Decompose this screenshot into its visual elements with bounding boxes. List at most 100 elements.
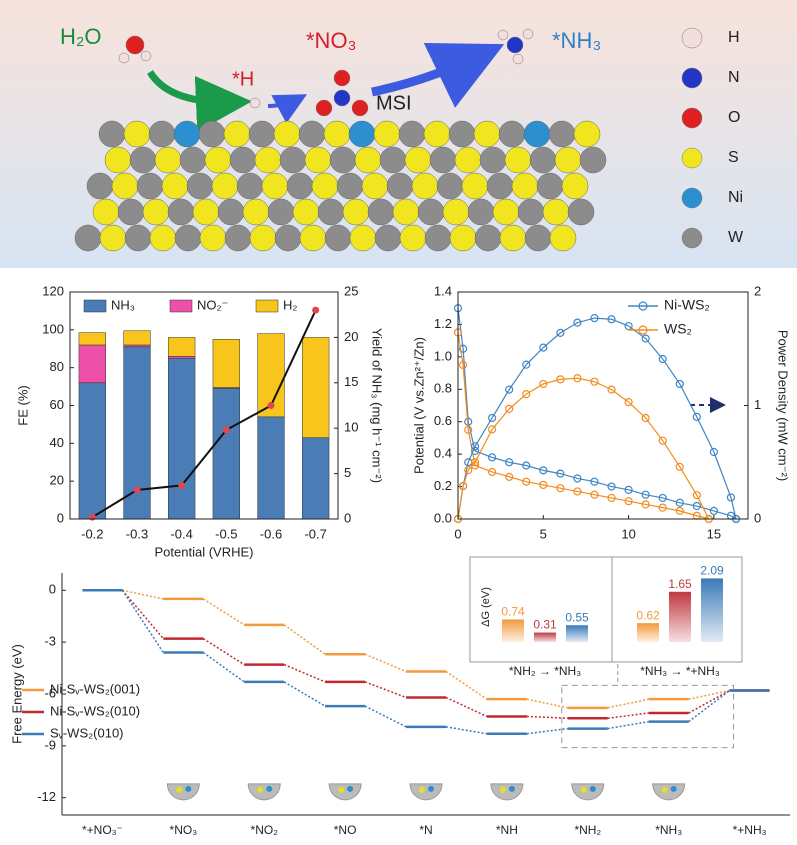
point xyxy=(675,498,684,507)
connector xyxy=(607,712,649,719)
y-tick-label: 0.6 xyxy=(434,413,452,428)
point xyxy=(522,477,531,486)
yield-point xyxy=(312,306,320,314)
atom xyxy=(354,146,382,174)
molecule-label: *NO₃ xyxy=(306,28,357,53)
structure-atom xyxy=(347,785,354,792)
x-tick-label: *NH₃ xyxy=(655,823,682,837)
atom xyxy=(298,120,326,148)
atom xyxy=(498,120,526,148)
x-tick-label: *N xyxy=(419,823,432,837)
y2-tick-label: 0 xyxy=(754,510,761,525)
atom xyxy=(199,224,227,252)
atom xyxy=(511,172,539,200)
value-label: 2.09 xyxy=(700,564,724,578)
point xyxy=(709,447,718,457)
yield-point xyxy=(88,513,96,521)
plot-frame xyxy=(69,291,339,520)
x-tick-label: *+NO₃⁻ xyxy=(82,823,123,837)
y2-axis-title: Power Density (mW cm⁻²) xyxy=(776,330,791,481)
atom xyxy=(323,120,351,148)
point xyxy=(522,390,531,399)
arrow xyxy=(371,43,505,108)
structure-icon xyxy=(571,783,605,801)
legend-label: NH₃ xyxy=(111,297,135,312)
atom xyxy=(167,198,195,226)
bar xyxy=(168,337,196,357)
bar xyxy=(257,416,285,520)
legend-marker xyxy=(638,325,648,335)
atom xyxy=(392,198,420,226)
y-tick-label: 60 xyxy=(50,397,64,412)
x-tick-label: *NO₂ xyxy=(251,823,279,837)
inset-category: *NH₂ → *NH₃ xyxy=(509,664,581,678)
point xyxy=(692,412,701,421)
highlight-box xyxy=(561,684,735,749)
connector xyxy=(526,698,568,709)
molecule-atom xyxy=(333,69,351,87)
connector xyxy=(121,589,164,653)
point xyxy=(488,425,497,434)
atom xyxy=(454,146,482,174)
atom xyxy=(124,224,152,252)
atom xyxy=(129,146,157,174)
legend-label: S xyxy=(728,149,739,166)
atom xyxy=(74,224,102,252)
point xyxy=(624,397,633,407)
atom xyxy=(304,146,332,174)
legend-atom xyxy=(681,227,703,249)
inset-frame xyxy=(469,556,743,663)
atom xyxy=(542,198,570,226)
point xyxy=(459,481,468,491)
bar xyxy=(212,388,240,520)
connector xyxy=(283,624,326,655)
inset-bar xyxy=(637,623,659,642)
atom xyxy=(336,172,364,200)
atom xyxy=(292,198,320,226)
connector xyxy=(202,651,245,683)
point xyxy=(590,477,599,486)
legend-label: W xyxy=(728,229,744,246)
atom xyxy=(573,120,601,148)
point xyxy=(488,413,497,423)
legend-label: NO₂⁻ xyxy=(197,297,228,312)
point xyxy=(573,318,582,327)
connector xyxy=(445,670,488,700)
atom xyxy=(136,172,164,200)
point xyxy=(607,482,616,491)
legend-label: WS₂ xyxy=(664,321,692,337)
atom xyxy=(473,120,501,148)
point xyxy=(658,503,667,512)
point xyxy=(607,385,616,394)
atom xyxy=(517,198,545,226)
atom xyxy=(461,172,489,200)
point xyxy=(470,458,480,467)
point xyxy=(505,404,514,414)
atom xyxy=(249,224,277,252)
atom xyxy=(549,224,577,252)
atom xyxy=(536,172,564,200)
x-tick-label: 0 xyxy=(454,526,461,541)
molecule-atom xyxy=(497,29,509,41)
y-tick-label: 1.2 xyxy=(434,316,452,331)
atom xyxy=(342,198,370,226)
legend-atom xyxy=(681,147,703,169)
connector xyxy=(122,589,164,600)
point xyxy=(505,458,514,467)
structure-atom xyxy=(428,785,434,792)
atom xyxy=(223,120,251,148)
atom xyxy=(398,120,426,148)
atom xyxy=(311,172,339,200)
y-tick-label: -3 xyxy=(44,634,56,649)
inset-bar xyxy=(669,591,691,642)
atom xyxy=(179,146,207,174)
atom xyxy=(211,172,239,200)
y2-tick-label: 2 xyxy=(754,283,761,298)
y-tick-label: 0.4 xyxy=(434,446,452,461)
point xyxy=(459,360,468,370)
point xyxy=(488,467,497,477)
inset-bar xyxy=(502,619,524,642)
atom xyxy=(567,198,595,226)
atom xyxy=(299,224,327,252)
legend-swatch xyxy=(169,299,193,313)
